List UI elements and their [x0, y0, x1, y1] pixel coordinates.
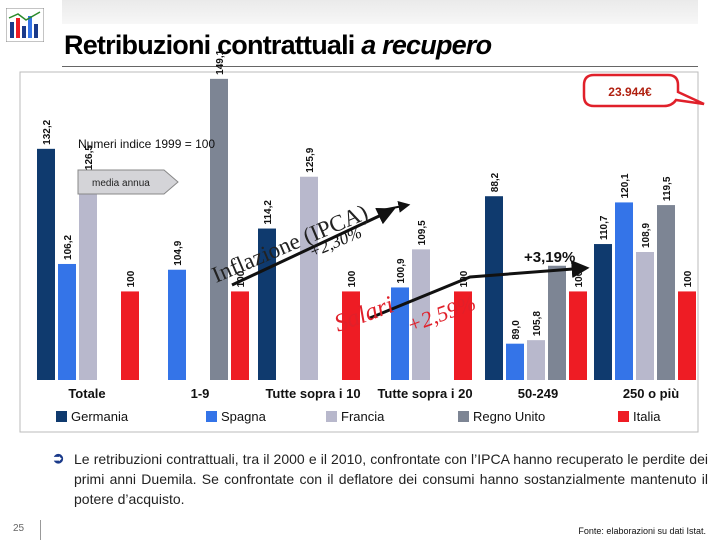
legend-swatch	[206, 411, 217, 422]
category-label: Totale	[68, 386, 105, 401]
legend-swatch	[56, 411, 67, 422]
bar-germania-4	[485, 196, 503, 380]
data-label: 106,2	[63, 235, 74, 260]
data-label: 100	[126, 270, 137, 287]
chart-subtitle: Numeri indice 1999 = 100	[78, 137, 215, 151]
logo-icon	[6, 8, 44, 42]
bullet-arrow-icon: ➲	[52, 450, 65, 467]
bar-regno-unito-1	[210, 78, 228, 380]
bar-labels: 132,2 106,2 126,5 100 104,9 149,1 100 114,2 125,…	[42, 49, 694, 339]
data-label: 100,9	[396, 258, 407, 283]
data-label: 119,5	[662, 176, 673, 201]
legend-label: Francia	[341, 409, 385, 424]
category-label: 250 o più	[623, 386, 679, 401]
bar-francia-3	[412, 249, 430, 380]
data-label: 100	[236, 270, 247, 287]
bar-regno-unito-4	[548, 265, 566, 380]
bar-italia-4	[569, 291, 587, 380]
bar-italia-5	[678, 291, 696, 380]
legend-label: Germania	[71, 409, 129, 424]
legend-swatch	[326, 411, 337, 422]
category-label: Tutte sopra i 10	[265, 386, 360, 401]
category-label: 50-249	[518, 386, 558, 401]
page-title: Retribuzioni contrattuali a recupero	[64, 30, 492, 60]
page-title-emphasis: a recupero	[361, 30, 492, 60]
data-label: 100	[683, 270, 694, 287]
bar-spagna-1	[168, 269, 186, 380]
bar-francia-2	[300, 176, 318, 380]
delta-value: +3,19%	[524, 249, 575, 266]
data-label: 100	[574, 270, 585, 287]
data-label: 89,0	[511, 320, 522, 340]
legend-swatch	[458, 411, 469, 422]
bar-regno-unito-5	[657, 205, 675, 380]
category-label: Tutte sopra i 20	[377, 386, 472, 401]
value-callout	[582, 73, 705, 108]
bullet-paragraph: ➲ Le retribuzioni contrattuali, tra il 2…	[52, 449, 708, 509]
title-underline	[62, 66, 698, 67]
data-label: 109,5	[417, 220, 428, 245]
title-bar	[62, 0, 698, 24]
data-label: 125,9	[305, 147, 316, 172]
bar-germania-0	[37, 148, 55, 380]
inflation-arrow	[231, 207, 396, 287]
data-label: 105,8	[532, 311, 543, 336]
data-label: 110,7	[599, 215, 610, 240]
bar-spagna-0	[58, 263, 76, 380]
category-label: 1-9	[191, 386, 210, 401]
page-number: 25	[13, 523, 25, 534]
data-label: 88,2	[490, 172, 501, 192]
bar-spagna-4	[506, 343, 524, 380]
source-note: Fonte: elaborazioni su dati Istat.	[578, 526, 706, 536]
data-label: 100	[347, 270, 358, 287]
footer-divider	[40, 520, 41, 540]
bar-germania-5	[594, 244, 612, 380]
data-label: 126,5	[84, 145, 95, 170]
data-label: 114,2	[263, 200, 274, 225]
legend-label: Italia	[633, 409, 661, 424]
category-labels: Totale 1-9 Tutte sopra i 10 Tutte sopra i 2…	[68, 386, 679, 401]
bar-spagna-5	[615, 202, 633, 380]
bar-francia-4	[527, 340, 545, 380]
media-annua-label: media annua	[92, 178, 150, 189]
bar-italia-0	[121, 291, 139, 380]
data-label: 149,1	[215, 49, 226, 74]
data-label: 108,9	[641, 223, 652, 248]
bar-italia-2	[342, 291, 360, 380]
legend-swatch	[618, 411, 629, 422]
data-label: 120,1	[620, 173, 631, 198]
legend-label: Regno Unito	[473, 409, 545, 424]
media-annua-arrow-icon	[77, 169, 179, 195]
bar-francia-0	[79, 174, 97, 380]
bar-spagna-3	[391, 287, 409, 380]
legend: Germania Spagna Francia Regno Unito Italia	[56, 409, 661, 424]
bullet-text: Le retribuzioni contrattuali, tra il 200…	[74, 451, 708, 507]
inflation-arrowhead	[381, 200, 411, 213]
wages-arrow	[369, 260, 590, 320]
bar-italia-1	[231, 291, 249, 380]
bar-italia-3	[454, 291, 472, 380]
legend-label: Spagna	[221, 409, 267, 424]
bar-francia-5	[636, 252, 654, 380]
callout-value: 23.944€	[608, 85, 652, 99]
data-label: 132,2	[42, 119, 53, 144]
data-label: 104,9	[173, 240, 184, 265]
